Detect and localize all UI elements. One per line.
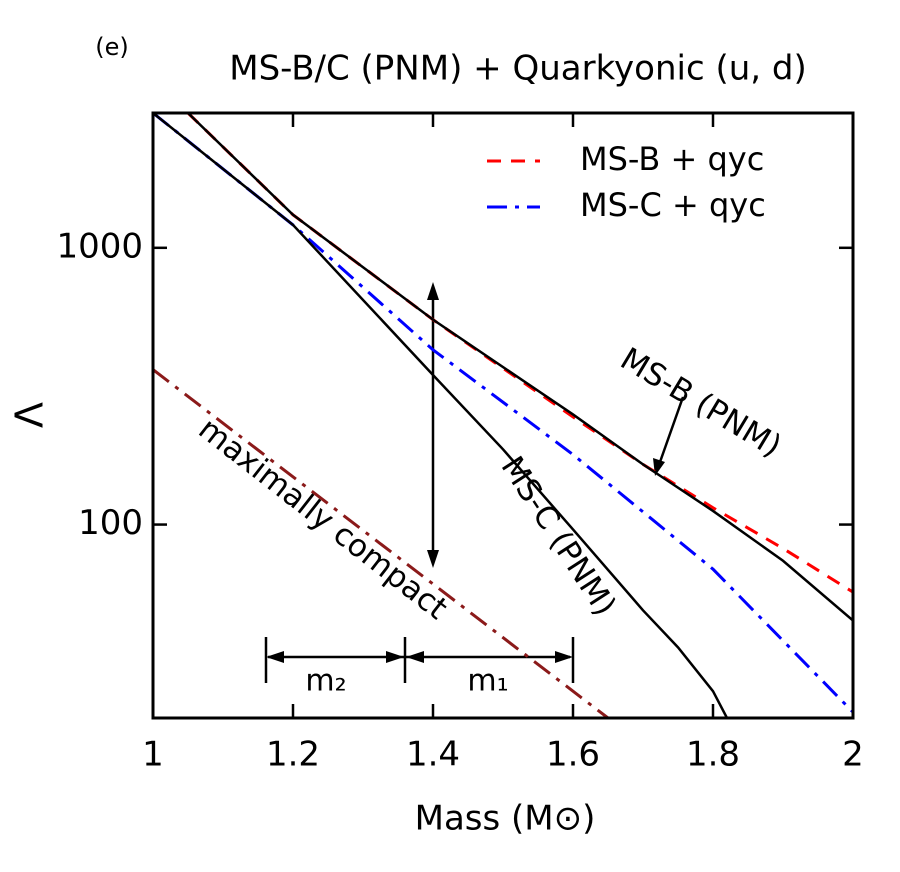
x-tick-label: 1.6: [546, 735, 600, 775]
line: [153, 113, 729, 718]
curve-label: maximally compact: [192, 411, 454, 627]
curve-label: MS-B (PNM): [614, 341, 787, 465]
y-tick-label: 100: [78, 503, 143, 543]
line: [153, 368, 609, 718]
arrowhead: [427, 282, 439, 300]
legend-label: MS-B + qyc: [580, 140, 764, 178]
legend-label: MS-C + qyc: [580, 186, 766, 224]
line: [187, 113, 853, 622]
annotation: m₁: [467, 664, 508, 699]
arrowhead: [653, 458, 665, 476]
x-tick-label: 2: [842, 735, 864, 775]
arrowhead: [555, 651, 573, 663]
arrows: [264, 295, 685, 683]
x-tick-label: 1.8: [686, 735, 740, 775]
arrowhead: [266, 651, 284, 663]
arrowhead: [386, 651, 404, 663]
plot-frame: [151, 111, 855, 720]
x-tick-label: 1: [142, 735, 164, 775]
arrowheads: [266, 282, 665, 663]
pointer: [658, 396, 685, 463]
arrowhead: [427, 550, 439, 568]
line: [186, 113, 853, 594]
arrowhead: [406, 651, 424, 663]
chart-title: MS-B/C (PNM) + Quarkyonic (u, d): [229, 49, 807, 89]
curve-label: MS-C (PNM): [494, 450, 623, 622]
x-tick-label: 1.4: [406, 735, 460, 775]
annotation: m₂: [305, 664, 346, 699]
panel-label: (e): [95, 33, 129, 61]
x-tick-label: 1.2: [266, 735, 320, 775]
x-axis-label: Mass (M⊙): [415, 799, 596, 839]
y-tick-label: 1000: [56, 226, 143, 266]
y-axis-label: Λ: [8, 402, 52, 428]
